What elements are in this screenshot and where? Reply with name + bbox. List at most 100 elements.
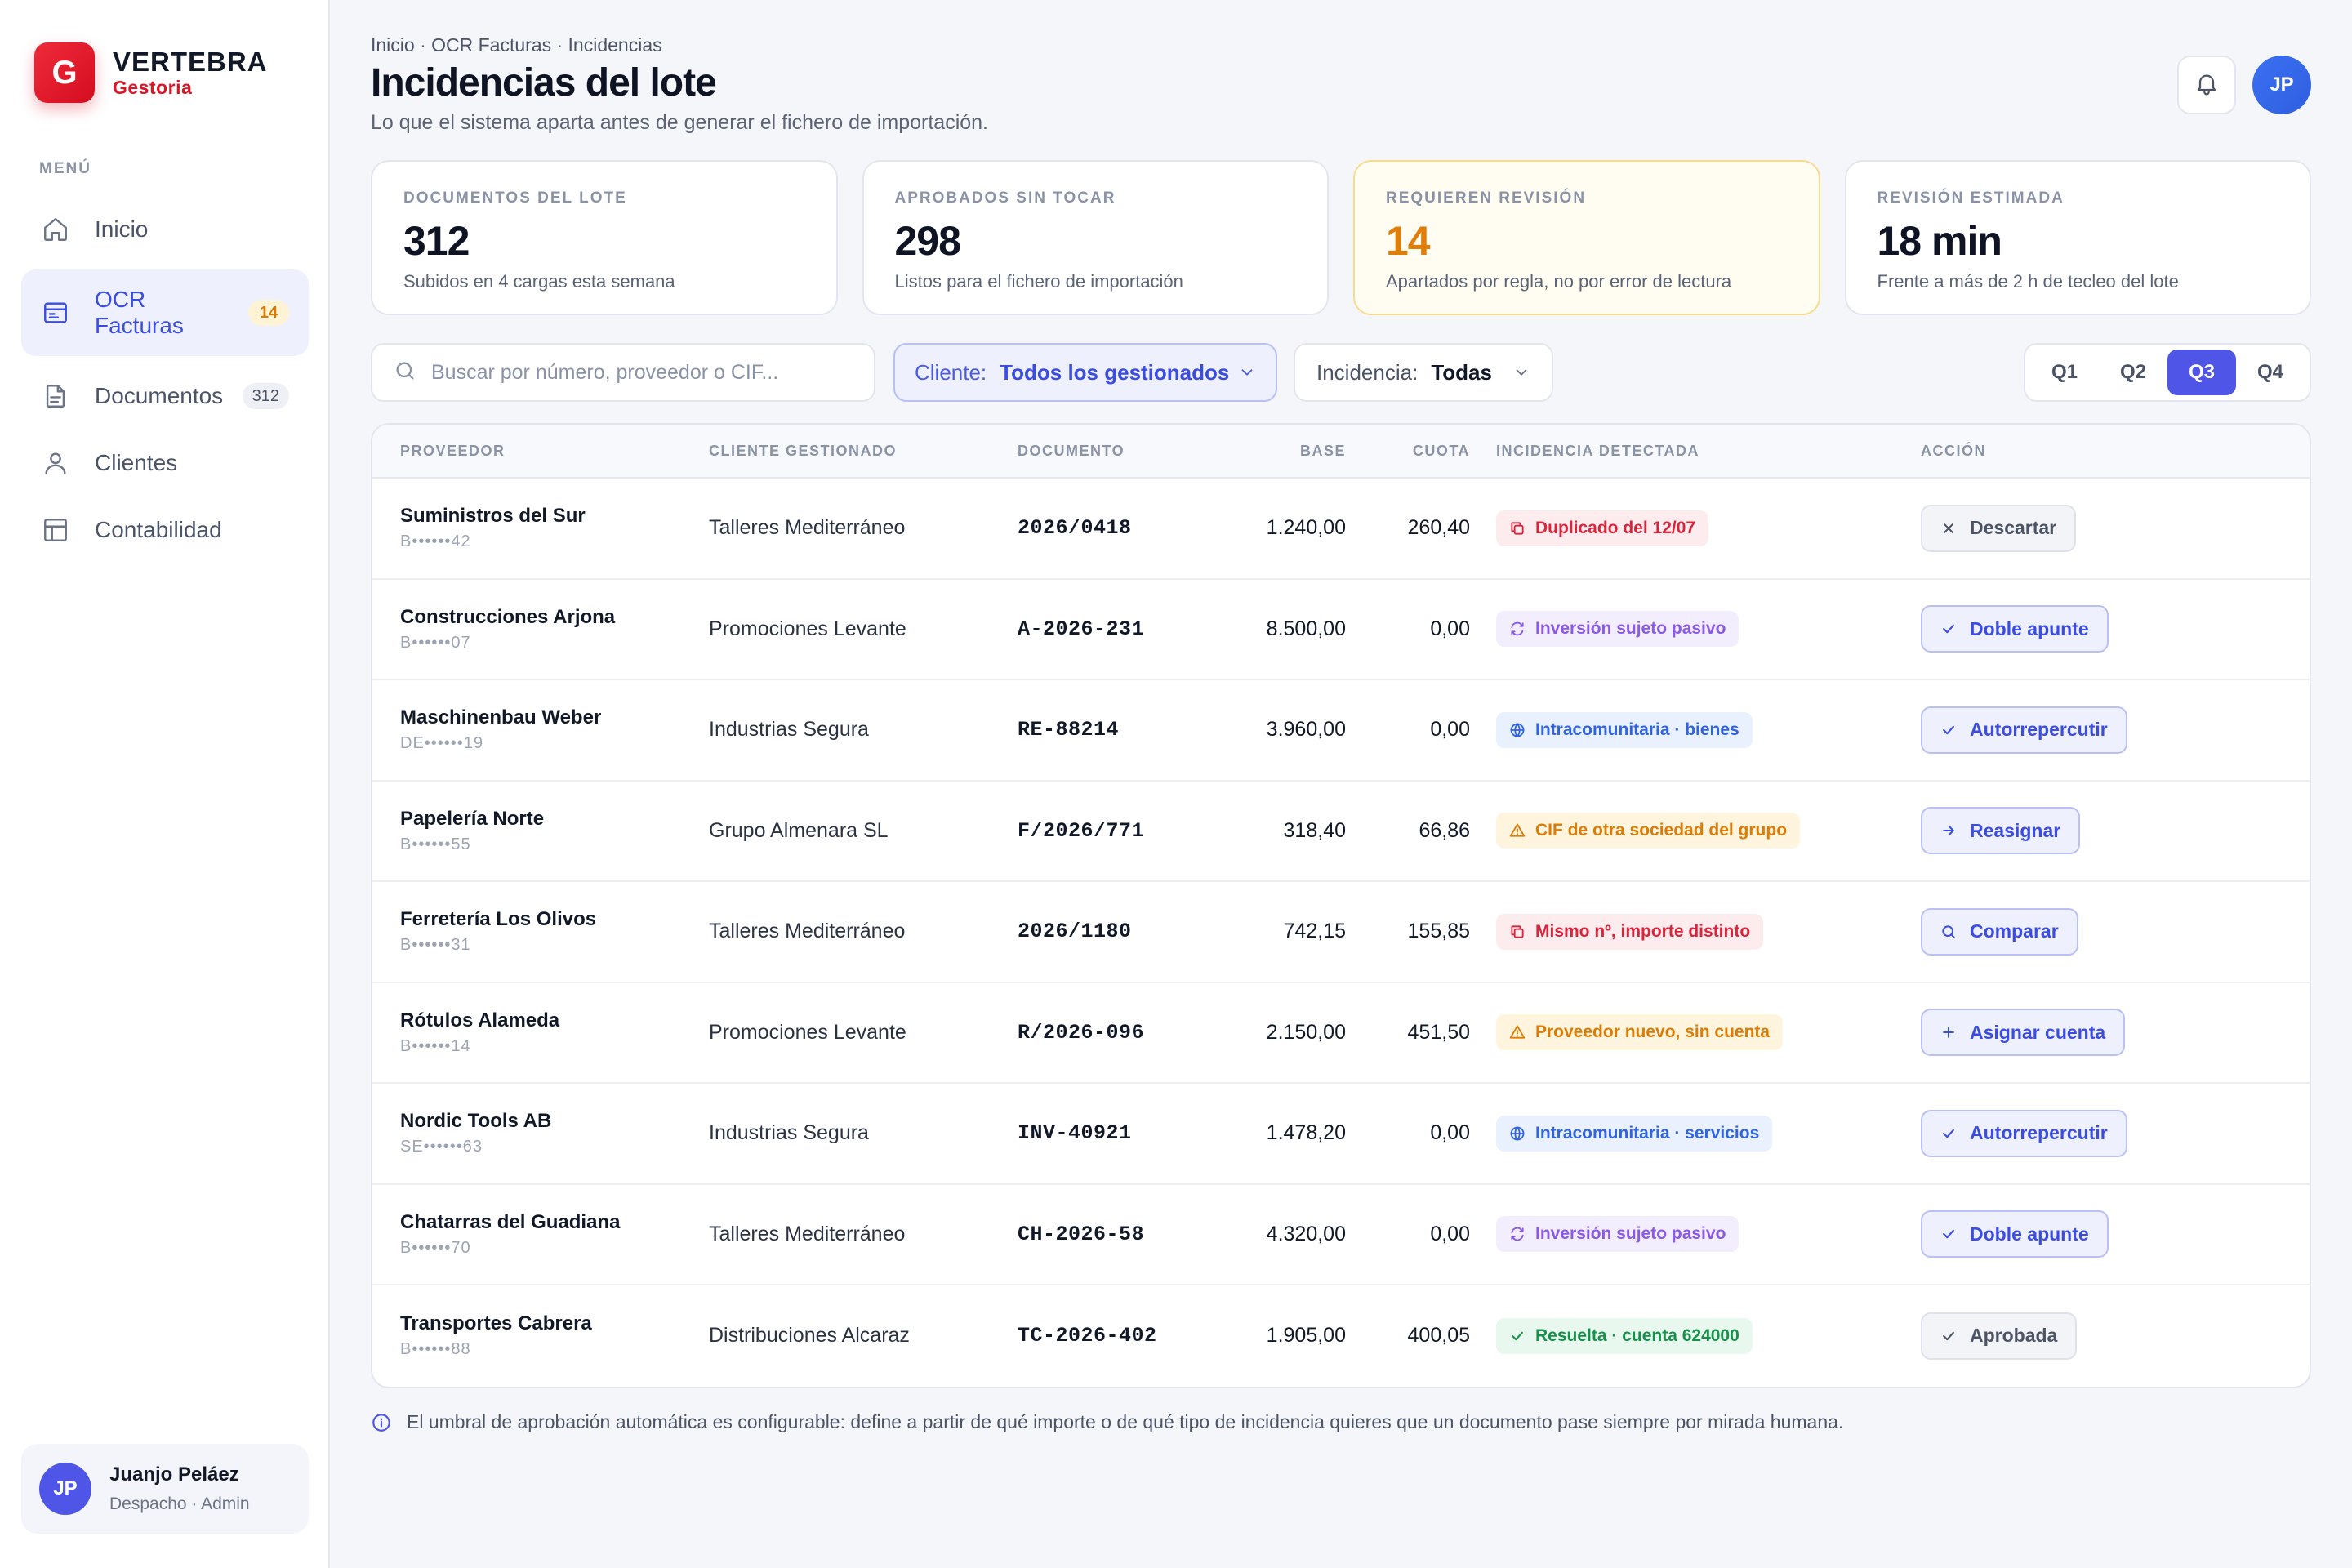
duplicate-icon	[1511, 522, 1524, 535]
quarter-selector: Q1 Q2 Q3 Q4	[2024, 343, 2311, 402]
check-icon	[1943, 1129, 1954, 1138]
stat-card-tiempo: Revisión estimada 18 min Frente a más de…	[1844, 160, 2311, 315]
filter-bar: Buscar por número, proveedor o CIF... Cl…	[371, 343, 2311, 402]
warning-icon	[1509, 823, 1526, 837]
base-amount: 1.240,00	[1266, 516, 1346, 540]
reassign-button[interactable]: Reasignar	[1921, 807, 2081, 855]
sidebar-item-contabilidad[interactable]: Contabilidad	[21, 497, 309, 564]
supplier-name: Ferretería Los Olivos	[400, 908, 597, 931]
quarter-q4[interactable]: Q4	[2256, 361, 2283, 383]
user-name: Juanjo Peláez	[109, 1463, 239, 1486]
client-name: Industrias Segura	[709, 1121, 869, 1145]
search-icon	[394, 359, 416, 386]
duplicate-icon	[1511, 925, 1524, 938]
brand[interactable]: G VERTEBRA Gestoria	[34, 42, 268, 103]
info-icon	[372, 1413, 390, 1432]
col-header-incidencia[interactable]: INCIDENCIA DETECTADA	[1496, 442, 1699, 459]
quarter-q2[interactable]: Q2	[2119, 361, 2146, 383]
stat-value: 312	[403, 218, 470, 264]
check-icon	[1943, 725, 1954, 734]
col-header-proveedor[interactable]: PROVEEDOR	[400, 442, 506, 459]
incidence-badge: CIF de otra sociedad del grupo	[1496, 813, 1801, 849]
table-row[interactable]: Suministros del Sur B••••••42 Talleres Me…	[372, 479, 2310, 580]
approved-button[interactable]: Aprobada	[1921, 1312, 2078, 1360]
sidebar: G VERTEBRA Gestoria MENÚ Inicio OCR Fact…	[0, 0, 330, 1568]
footnote-text: El umbral de aprobación automática es co…	[407, 1411, 1844, 1432]
supplier-name: Construcciones Arjona	[400, 605, 616, 628]
quarter-q3[interactable]: Q3	[2167, 350, 2236, 395]
user-card[interactable]: JP Juanjo Peláez Despacho · Admin	[21, 1444, 309, 1534]
incidence-badge: Proveedor nuevo, sin cuenta	[1496, 1014, 1784, 1051]
table-row[interactable]: Construcciones Arjona B••••••07 Promocion…	[372, 580, 2310, 680]
incidence-badge: Resuelta · cuenta 624000	[1496, 1317, 1753, 1354]
sidebar-item-label: Documentos	[95, 382, 224, 408]
search-input[interactable]: Buscar por número, proveedor o CIF...	[371, 343, 875, 402]
sidebar-item-documentos[interactable]: Documentos 312	[21, 363, 309, 430]
client-filter-value: Todos los gestionados	[1000, 359, 1230, 385]
client-name: Talleres Mediterráneo	[709, 1222, 906, 1245]
discard-button[interactable]: Descartar	[1921, 504, 2077, 552]
incidence-filter-label: Incidencia:	[1316, 359, 1419, 385]
check-icon	[1943, 1331, 1954, 1340]
document-number: 2026/1180	[1018, 920, 1132, 944]
supplier-cif: B••••••42	[400, 532, 471, 551]
table-row[interactable]: Rótulos Alameda B••••••14 Promociones Lev…	[372, 983, 2310, 1084]
stat-value: 14	[1386, 218, 1431, 264]
sidebar-item-ocr-facturas[interactable]: OCR Facturas 14	[21, 270, 309, 356]
stat-value: 298	[894, 218, 961, 264]
avatar[interactable]: JP	[2252, 56, 2311, 114]
col-header-base[interactable]: BASE	[1299, 442, 1346, 459]
base-amount: 1.905,00	[1266, 1324, 1346, 1348]
supplier-name: Suministros del Sur	[400, 505, 586, 528]
table-row[interactable]: Transportes Cabrera B••••••88 Distribucio…	[372, 1285, 2310, 1387]
tax-amount: 0,00	[1430, 1222, 1470, 1245]
table-row[interactable]: Papelería Norte B••••••55 Grupo Almenara …	[372, 782, 2310, 882]
sidebar-item-label: OCR Facturas	[95, 286, 184, 338]
chevron-down-icon	[1512, 363, 1530, 381]
col-header-cliente[interactable]: CLIENTE GESTIONADO	[709, 442, 898, 459]
supplier-cif: B••••••88	[400, 1340, 471, 1359]
incidence-badge: Inversión sujeto pasivo	[1496, 611, 1740, 648]
client-name: Grupo Almenara SL	[709, 818, 889, 842]
table-row[interactable]: Ferretería Los Olivos B••••••31 Talleres …	[372, 882, 2310, 983]
table-row[interactable]: Chatarras del Guadiana B••••••70 Talleres…	[372, 1185, 2310, 1285]
nav-badge: 14	[248, 300, 289, 326]
self-assess-button[interactable]: Autorrepercutir	[1921, 706, 2127, 754]
supplier-name: Papelería Norte	[400, 807, 545, 830]
incidence-filter-dropdown[interactable]: Incidencia: Todas	[1294, 343, 1553, 402]
compare-button[interactable]: Comparar	[1921, 907, 2078, 956]
client-name: Promociones Levante	[709, 1020, 906, 1044]
avatar: JP	[39, 1463, 91, 1515]
incidence-badge: Inversión sujeto pasivo	[1496, 1216, 1740, 1253]
stat-card-revision: Requieren revisión 14 Apartados por regl…	[1353, 160, 1820, 315]
incidence-badge: Intracomunitaria · servicios	[1496, 1115, 1773, 1152]
client-name: Promociones Levante	[709, 617, 906, 640]
table-row[interactable]: Nordic Tools AB SE••••••63 Industrias Seg…	[372, 1084, 2310, 1185]
client-filter-dropdown[interactable]: Cliente: Todos los gestionados	[893, 343, 1277, 402]
col-header-documento[interactable]: DOCUMENTO	[1018, 442, 1125, 459]
sidebar-item-clientes[interactable]: Clientes	[21, 430, 309, 497]
supplier-cif: B••••••31	[400, 936, 471, 955]
chevron-down-icon	[1238, 363, 1256, 381]
tax-amount: 260,40	[1407, 516, 1470, 540]
quarter-q1[interactable]: Q1	[2051, 361, 2078, 383]
assign-account-button[interactable]: Asignar cuenta	[1921, 1009, 2126, 1057]
base-amount: 8.500,00	[1266, 617, 1346, 640]
sidebar-item-inicio[interactable]: Inicio	[21, 196, 309, 263]
stats-row: Documentos del lote 312 Subidos en 4 car…	[371, 160, 2311, 315]
stat-note: Subidos en 4 cargas esta semana	[403, 271, 675, 292]
col-header-cuota[interactable]: CUOTA	[1412, 442, 1470, 459]
document-number: INV-40921	[1018, 1121, 1132, 1146]
sidebar-item-label: Inicio	[95, 216, 149, 242]
notifications-button[interactable]	[2177, 56, 2236, 114]
table-row[interactable]: Maschinenbau Weber DE••••••19 Industrias …	[372, 680, 2310, 782]
page-subtitle: Lo que el sistema aparta antes de genera…	[371, 111, 989, 134]
supplier-cif: B••••••55	[400, 835, 471, 853]
base-amount: 2.150,00	[1266, 1020, 1346, 1044]
supplier-name: Chatarras del Guadiana	[400, 1210, 621, 1233]
self-assess-button[interactable]: Autorrepercutir	[1921, 1109, 2127, 1157]
tax-amount: 400,05	[1407, 1324, 1470, 1348]
double-entry-button[interactable]: Doble apunte	[1921, 605, 2109, 653]
double-entry-button[interactable]: Doble apunte	[1921, 1210, 2109, 1258]
menu-label: MENÚ	[39, 160, 91, 177]
